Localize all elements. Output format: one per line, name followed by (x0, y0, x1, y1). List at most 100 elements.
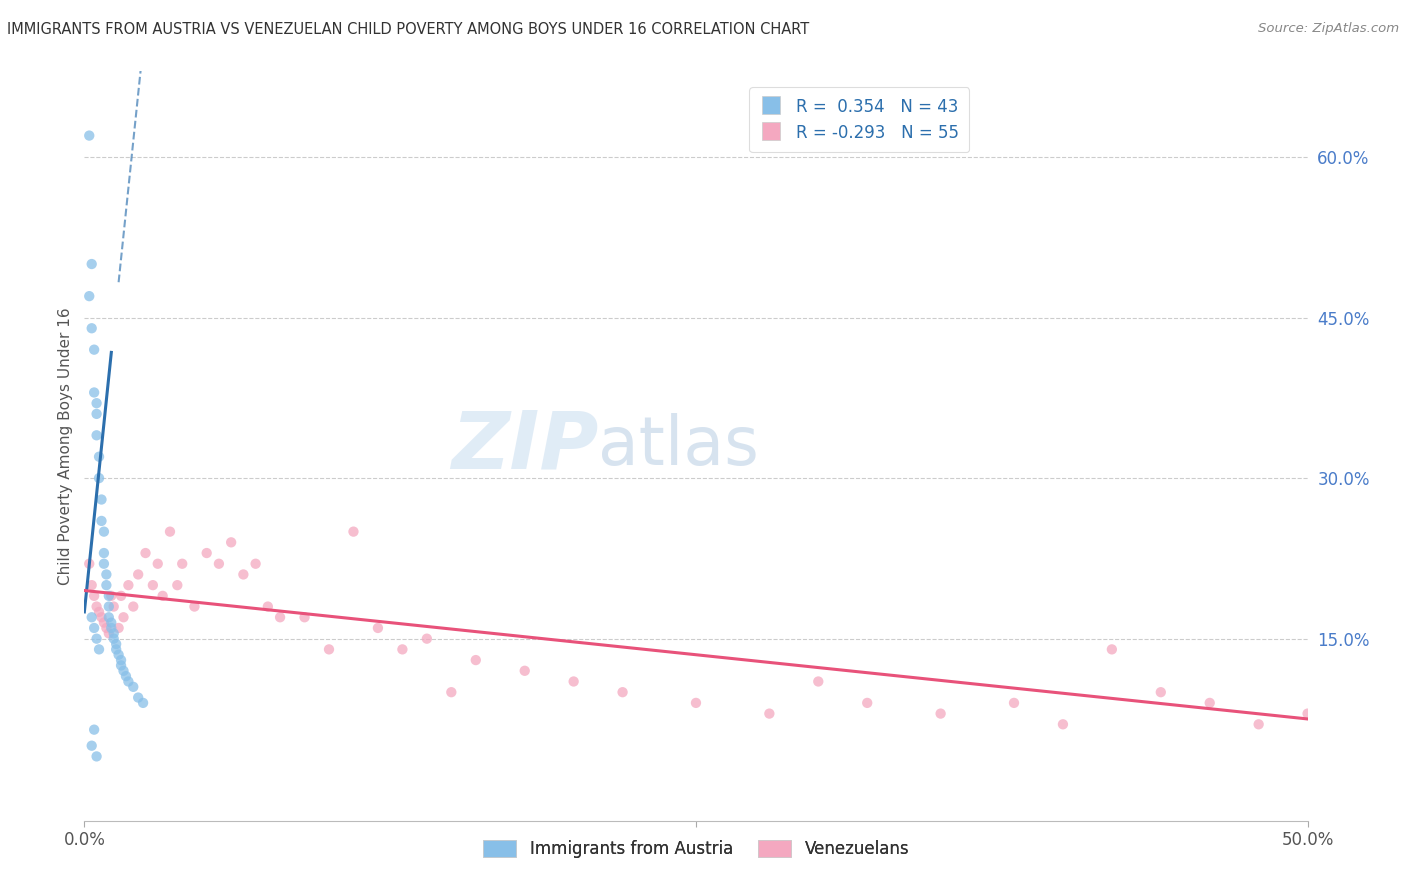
Point (80, 739, 103, 753)
Point (1247, 717, 1270, 731)
Point (107, 621, 129, 635)
Point (159, 524, 181, 539)
Point (83, 723, 105, 737)
Point (115, 669, 138, 683)
Point (464, 653, 486, 667)
Point (245, 557, 267, 571)
Point (86, 407, 108, 421)
Point (97, 626, 120, 640)
Point (103, 632, 125, 646)
Point (97, 589, 120, 603)
Point (83, 343, 105, 357)
Point (318, 642, 340, 657)
Point (166, 578, 188, 592)
Point (90, 610, 112, 624)
Point (685, 696, 707, 710)
Point (127, 690, 149, 705)
Point (96, 578, 118, 592)
Point (112, 664, 135, 678)
Point (269, 610, 291, 624)
Point (391, 642, 413, 657)
Point (416, 632, 439, 646)
Point (103, 599, 125, 614)
Point (257, 599, 280, 614)
Point (110, 589, 132, 603)
Point (342, 524, 364, 539)
Point (100, 615, 122, 630)
Point (96, 621, 118, 635)
Point (183, 599, 205, 614)
Point (856, 696, 879, 710)
Point (87, 450, 110, 464)
Point (117, 674, 139, 689)
Point (612, 685, 634, 699)
Point (110, 658, 132, 673)
Point (127, 567, 149, 582)
Point (87, 642, 110, 657)
Text: atlas: atlas (598, 413, 759, 479)
Point (86, 632, 108, 646)
Point (105, 637, 128, 651)
Point (440, 685, 463, 699)
Point (90, 492, 112, 507)
Point (86, 396, 108, 410)
Point (142, 578, 165, 592)
Point (80, 610, 103, 624)
Point (107, 648, 129, 662)
Point (93, 557, 115, 571)
Point (96, 567, 118, 582)
Text: ZIP: ZIP (451, 407, 598, 485)
Point (208, 557, 231, 571)
Point (77, 557, 100, 571)
Point (77, 289, 100, 303)
Point (172, 557, 194, 571)
Point (80, 257, 103, 271)
Point (77, 128, 100, 143)
Point (86, 428, 108, 442)
Text: IMMIGRANTS FROM AUSTRIA VS VENEZUELAN CHILD POVERTY AMONG BOYS UNDER 16 CORRELAT: IMMIGRANTS FROM AUSTRIA VS VENEZUELAN CH… (7, 22, 810, 37)
Point (83, 589, 105, 603)
Point (103, 626, 125, 640)
Point (86, 749, 108, 764)
Point (1052, 717, 1074, 731)
Point (294, 610, 316, 624)
Point (146, 557, 169, 571)
Point (195, 546, 218, 560)
Point (80, 321, 103, 335)
Point (90, 514, 112, 528)
Point (110, 653, 132, 667)
Point (1150, 685, 1173, 699)
Point (93, 546, 115, 560)
Point (112, 610, 135, 624)
Point (807, 674, 830, 689)
Point (93, 615, 115, 630)
Point (122, 599, 145, 614)
Point (93, 524, 115, 539)
Point (86, 599, 108, 614)
Point (1198, 696, 1220, 710)
Point (87, 471, 110, 485)
Point (513, 664, 536, 678)
Point (80, 578, 103, 592)
Y-axis label: Child Poverty Among Boys Under 16: Child Poverty Among Boys Under 16 (58, 307, 73, 585)
Point (122, 680, 145, 694)
Point (562, 674, 585, 689)
Point (132, 696, 155, 710)
Point (1101, 642, 1123, 657)
Legend: Immigrants from Austria, Venezuelans: Immigrants from Austria, Venezuelans (477, 833, 915, 864)
Point (1002, 696, 1025, 710)
Point (232, 567, 254, 582)
Point (83, 385, 105, 400)
Point (100, 589, 122, 603)
Point (87, 605, 110, 619)
Text: Source: ZipAtlas.com: Source: ZipAtlas.com (1258, 22, 1399, 36)
Point (152, 589, 174, 603)
Point (367, 621, 389, 635)
Point (97, 599, 120, 614)
Point (135, 546, 157, 560)
Point (105, 642, 128, 657)
Point (100, 621, 122, 635)
Point (117, 578, 139, 592)
Point (929, 706, 952, 721)
Point (758, 706, 780, 721)
